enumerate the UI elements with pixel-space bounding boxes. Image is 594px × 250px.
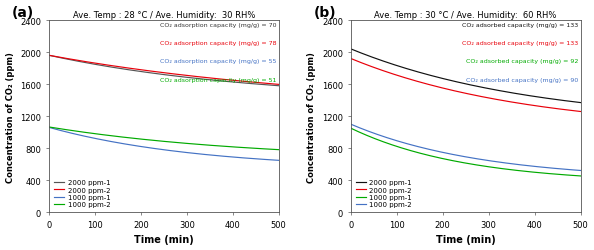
2000 ppm-2 <box>225 79 232 82</box>
1000 ppm-1 <box>530 171 538 174</box>
1000 ppm-2 <box>225 146 232 148</box>
1000 ppm-2 <box>138 138 146 141</box>
2000 ppm-2 <box>138 69 146 72</box>
Line: 2000 ppm-1: 2000 ppm-1 <box>49 56 279 86</box>
1000 ppm-1 <box>69 132 76 135</box>
1000 ppm-2 <box>526 165 533 168</box>
2000 ppm-2 <box>147 70 154 73</box>
1000 ppm-2 <box>203 144 210 147</box>
1000 ppm-1 <box>371 137 378 140</box>
2000 ppm-1 <box>347 48 354 51</box>
Text: (b): (b) <box>314 6 337 20</box>
1000 ppm-1 <box>440 158 447 161</box>
2000 ppm-1 <box>203 79 210 82</box>
Text: CO₂ adsorbed capacity (mg/g) = 133: CO₂ adsorbed capacity (mg/g) = 133 <box>462 41 579 46</box>
2000 ppm-2 <box>577 110 584 114</box>
1000 ppm-2 <box>69 130 76 132</box>
Line: 2000 ppm-2: 2000 ppm-2 <box>49 56 279 85</box>
Line: 2000 ppm-2: 2000 ppm-2 <box>350 59 580 112</box>
2000 ppm-1 <box>440 78 447 81</box>
2000 ppm-2 <box>45 54 52 58</box>
Line: 2000 ppm-1: 2000 ppm-1 <box>350 50 580 103</box>
2000 ppm-1 <box>577 102 584 105</box>
Text: CO₂ adsorption capacity (mg/g) = 78: CO₂ adsorption capacity (mg/g) = 78 <box>160 41 276 46</box>
1000 ppm-1 <box>526 170 533 173</box>
Line: 1000 ppm-1: 1000 ppm-1 <box>350 129 580 176</box>
Legend: 2000 ppm-1, 2000 ppm-2, 1000 ppm-1, 1000 ppm-2: 2000 ppm-1, 2000 ppm-2, 1000 ppm-1, 1000… <box>52 178 112 209</box>
1000 ppm-2 <box>45 126 52 129</box>
Text: CO₂ adsorption capacity (mg/g) = 51: CO₂ adsorption capacity (mg/g) = 51 <box>160 78 276 82</box>
2000 ppm-1 <box>138 71 146 74</box>
Line: 1000 ppm-2: 1000 ppm-2 <box>49 128 279 150</box>
2000 ppm-2 <box>203 77 210 80</box>
1000 ppm-2 <box>229 146 236 149</box>
1000 ppm-1 <box>45 126 52 129</box>
2000 ppm-2 <box>448 89 456 92</box>
1000 ppm-1 <box>505 168 512 171</box>
Title: Ave. Temp : 28 °C / Ave. Humidity:  30 RH%: Ave. Temp : 28 °C / Ave. Humidity: 30 RH… <box>72 11 255 20</box>
Text: CO₂ adsorbed capacity (mg/g) = 133: CO₂ adsorbed capacity (mg/g) = 133 <box>462 23 579 28</box>
1000 ppm-1 <box>138 146 146 148</box>
Title: Ave. Temp : 30 °C / Ave. Humidity:  60 RH%: Ave. Temp : 30 °C / Ave. Humidity: 60 RH… <box>374 11 557 20</box>
2000 ppm-2 <box>347 58 354 61</box>
1000 ppm-2 <box>440 152 447 154</box>
2000 ppm-2 <box>69 59 76 62</box>
Line: 1000 ppm-2: 1000 ppm-2 <box>350 125 580 171</box>
Text: (a): (a) <box>12 6 34 20</box>
X-axis label: Time (min): Time (min) <box>134 234 194 244</box>
Text: CO₂ adsorption capacity (mg/g) = 70: CO₂ adsorption capacity (mg/g) = 70 <box>160 23 276 28</box>
1000 ppm-2 <box>371 132 378 135</box>
2000 ppm-1 <box>147 72 154 75</box>
2000 ppm-1 <box>371 57 378 60</box>
1000 ppm-2 <box>577 169 584 172</box>
2000 ppm-1 <box>275 85 282 88</box>
1000 ppm-1 <box>577 175 584 178</box>
2000 ppm-2 <box>229 80 236 82</box>
2000 ppm-1 <box>530 96 538 98</box>
2000 ppm-2 <box>275 84 282 86</box>
2000 ppm-2 <box>505 100 512 103</box>
1000 ppm-2 <box>530 165 538 168</box>
2000 ppm-1 <box>225 81 232 84</box>
2000 ppm-1 <box>526 95 533 98</box>
2000 ppm-2 <box>371 67 378 70</box>
1000 ppm-2 <box>347 123 354 126</box>
X-axis label: Time (min): Time (min) <box>436 234 495 244</box>
2000 ppm-1 <box>505 91 512 94</box>
1000 ppm-1 <box>203 154 210 156</box>
2000 ppm-2 <box>530 104 538 108</box>
Y-axis label: Concentration of CO₂ (ppm): Concentration of CO₂ (ppm) <box>5 52 15 182</box>
1000 ppm-1 <box>448 159 456 162</box>
Text: CO₂ adsorption capacity (mg/g) = 55: CO₂ adsorption capacity (mg/g) = 55 <box>160 59 276 64</box>
1000 ppm-1 <box>275 159 282 162</box>
1000 ppm-1 <box>229 156 236 159</box>
1000 ppm-1 <box>347 127 354 130</box>
1000 ppm-2 <box>275 148 282 152</box>
2000 ppm-1 <box>45 54 52 58</box>
1000 ppm-2 <box>448 153 456 156</box>
1000 ppm-1 <box>147 147 154 150</box>
Text: CO₂ adsorbed capacity (mg/g) = 90: CO₂ adsorbed capacity (mg/g) = 90 <box>466 78 579 82</box>
1000 ppm-2 <box>505 162 512 165</box>
Legend: 2000 ppm-1, 2000 ppm-2, 1000 ppm-1, 1000 ppm-2: 2000 ppm-1, 2000 ppm-2, 1000 ppm-1, 1000… <box>354 178 413 209</box>
2000 ppm-1 <box>448 80 456 83</box>
2000 ppm-2 <box>440 88 447 90</box>
Y-axis label: Concentration of CO₂ (ppm): Concentration of CO₂ (ppm) <box>308 52 317 182</box>
2000 ppm-1 <box>69 59 76 62</box>
Text: CO₂ adsorbed capacity (mg/g) = 92: CO₂ adsorbed capacity (mg/g) = 92 <box>466 59 579 64</box>
1000 ppm-1 <box>225 156 232 158</box>
Line: 1000 ppm-1: 1000 ppm-1 <box>49 128 279 161</box>
2000 ppm-1 <box>229 81 236 84</box>
1000 ppm-2 <box>147 139 154 142</box>
2000 ppm-2 <box>526 104 533 107</box>
